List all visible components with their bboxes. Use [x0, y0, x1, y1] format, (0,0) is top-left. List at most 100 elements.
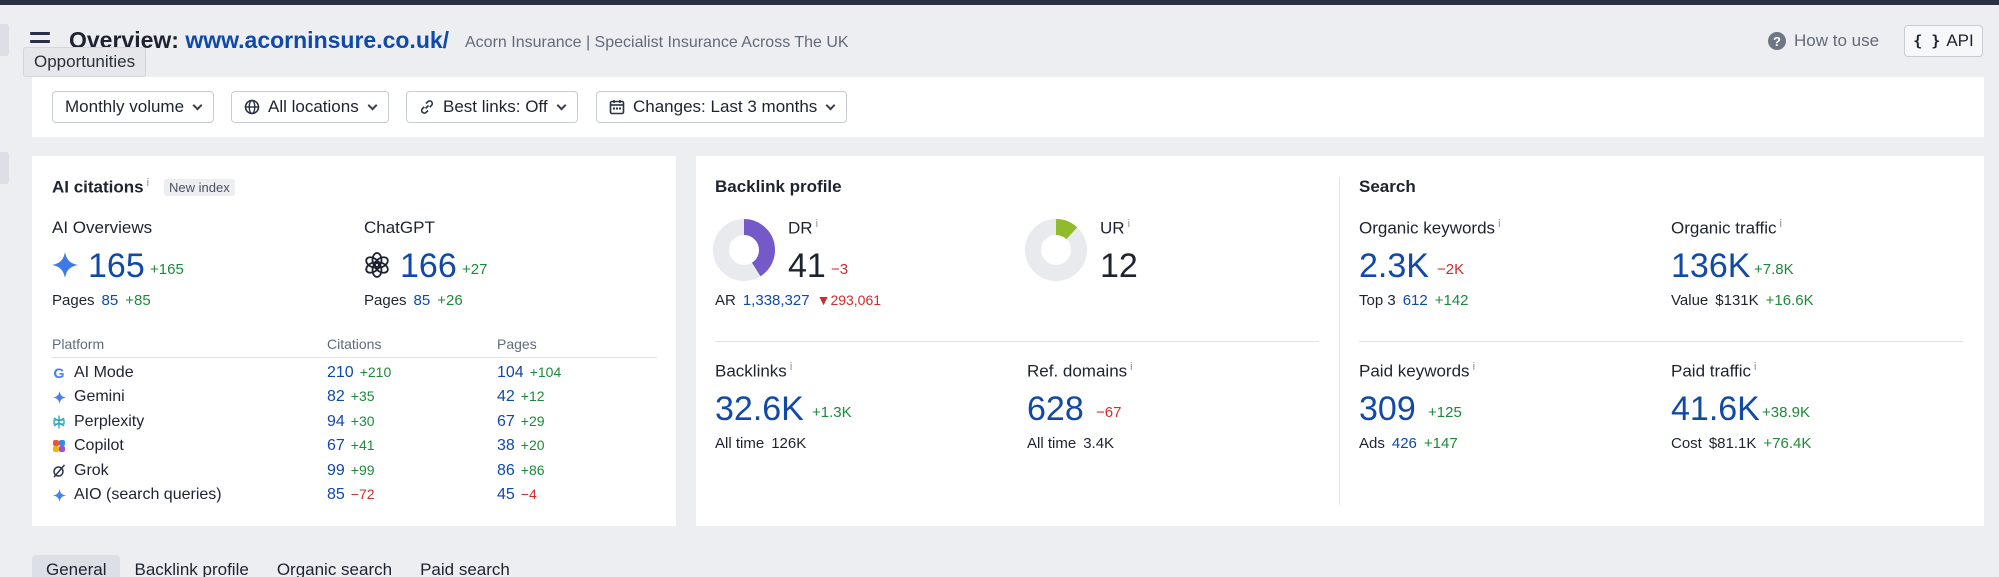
citations-value[interactable]: 99 — [327, 461, 345, 479]
platform-name-cell[interactable]: AIO (search queries) — [52, 486, 222, 504]
pages-value[interactable]: 42 — [497, 388, 515, 406]
citations-cell: 82 +35 — [327, 388, 375, 406]
dr-label-text: DR — [788, 218, 813, 238]
left-panel-handle[interactable] — [0, 24, 9, 56]
info-icon[interactable]: i — [1130, 361, 1133, 373]
pages-delta: +12 — [520, 388, 545, 405]
info-icon[interactable]: i — [815, 218, 819, 230]
page-title: Overview: www.acorninsure.co.uk/ — [69, 27, 449, 54]
target-url-link[interactable]: www.acorninsure.co.uk/ — [185, 27, 450, 53]
paid-keywords-label-text: Paid keywords — [1359, 361, 1470, 381]
citations-value[interactable]: 67 — [327, 437, 345, 455]
platform-name-cell[interactable]: Grok — [52, 462, 109, 480]
page-subtitle: Acorn Insurance | Specialist Insurance A… — [465, 34, 849, 51]
platform-name-cell[interactable]: G AI Mode — [52, 364, 134, 382]
ai-overviews-label: AI Overviews — [52, 218, 153, 237]
braces-icon: { } — [1913, 32, 1941, 50]
info-icon[interactable]: i — [1754, 361, 1757, 373]
filter-label: Monthly volume — [65, 97, 185, 116]
all-time-value: 126K — [771, 435, 807, 452]
how-to-use-label: How to use — [1794, 31, 1880, 50]
citations-value[interactable]: 82 — [327, 388, 345, 406]
platform-name-cell[interactable]: Gemini — [52, 388, 125, 406]
chatgpt-label: ChatGPT — [364, 218, 435, 237]
platform-name-cell[interactable]: Copilot — [52, 437, 124, 455]
info-icon[interactable]: i — [146, 177, 150, 189]
organic-traffic-value[interactable]: 136K — [1671, 247, 1751, 285]
citations-cell: 67 +41 — [327, 437, 375, 455]
ads-label: Ads — [1359, 435, 1385, 452]
platform-name: AI Mode — [74, 364, 134, 381]
ref-domains-label: Ref. domains i — [1027, 361, 1133, 382]
section-tabs: General Backlink profile Organic search … — [32, 555, 524, 577]
organic-traffic-label: Organic traffic i — [1671, 218, 1782, 239]
ads-value[interactable]: 426 — [1391, 435, 1417, 452]
citations-value[interactable]: 85 — [327, 486, 345, 503]
ar-value[interactable]: 1,338,327 — [742, 292, 810, 309]
pages-value[interactable]: 85 — [413, 292, 431, 309]
new-index-badge: New index — [164, 179, 235, 196]
tab-paid-search[interactable]: Paid search — [420, 560, 510, 577]
ur-value: 12 — [1100, 247, 1138, 285]
monthly-volume-dropdown[interactable]: Monthly volume — [52, 91, 215, 123]
divider — [1359, 341, 1963, 342]
locations-dropdown[interactable]: All locations — [231, 91, 389, 123]
backlink-profile-title: Backlink profile — [715, 177, 842, 196]
value-delta: +16.6K — [1765, 292, 1814, 309]
ref-domains-value[interactable]: 628 — [1027, 390, 1084, 428]
pages-value[interactable]: 67 — [497, 412, 515, 430]
all-time-label: All time — [715, 435, 765, 452]
pages-column-header: Pages — [497, 336, 537, 352]
backlinks-delta: +1.3K — [812, 404, 852, 421]
tab-organic-search[interactable]: Organic search — [276, 560, 393, 577]
info-icon[interactable]: i — [1498, 218, 1501, 230]
organic-keywords-value[interactable]: 2.3K — [1359, 247, 1429, 285]
citations-cell: 94 +30 — [327, 413, 375, 431]
pages-value[interactable]: 38 — [497, 437, 515, 455]
info-icon[interactable]: i — [789, 361, 793, 373]
paid-keywords-value[interactable]: 309 — [1359, 390, 1416, 428]
google-icon: G — [53, 365, 65, 381]
info-icon[interactable]: i — [1472, 361, 1476, 373]
chevron-down-icon — [825, 100, 836, 110]
best-links-dropdown[interactable]: Best links: Off — [406, 91, 578, 123]
tab-general[interactable]: General — [32, 555, 121, 577]
citations-value[interactable]: 94 — [327, 412, 345, 430]
top3-value[interactable]: 612 — [1402, 292, 1428, 309]
top3-delta: +142 — [1434, 292, 1469, 309]
cost-delta: +76.4K — [1763, 435, 1812, 452]
pages-cell: 42 +12 — [497, 388, 545, 406]
api-button[interactable]: { } API — [1904, 25, 1983, 57]
pages-delta: −4 — [520, 486, 537, 502]
tooltip: Opportunities — [23, 47, 147, 77]
backlinks-value[interactable]: 32.6K — [715, 390, 804, 428]
section-divider — [1339, 177, 1340, 505]
how-to-use-link[interactable]: ? How to use — [1768, 31, 1879, 51]
question-icon: ? — [1768, 32, 1786, 50]
info-icon[interactable]: i — [1779, 218, 1782, 230]
paid-traffic-label: Paid traffic i — [1671, 361, 1756, 382]
divider — [715, 341, 1319, 342]
left-panel-handle[interactable] — [0, 152, 9, 184]
tab-backlink-profile[interactable]: Backlink profile — [134, 560, 249, 577]
paid-traffic-value[interactable]: 41.6K — [1671, 390, 1760, 428]
pages-value[interactable]: 85 — [101, 292, 119, 309]
citations-value[interactable]: 210 — [327, 364, 354, 381]
organic-keywords-delta: −2K — [1437, 261, 1465, 278]
ai-citations-title-text: AI citations — [52, 177, 144, 197]
filter-label: Changes: Last 3 months — [633, 97, 818, 116]
pages-value[interactable]: 104 — [497, 364, 524, 381]
info-icon[interactable]: i — [1127, 218, 1131, 230]
pages-cell: 45 −4 — [497, 486, 537, 504]
pages-value[interactable]: 86 — [497, 461, 515, 479]
paid-keywords-label: Paid keywords i — [1359, 361, 1475, 382]
chevron-down-icon — [192, 100, 203, 110]
platform-name: AIO (search queries) — [74, 486, 222, 503]
chatgpt-value[interactable]: 166 — [400, 247, 457, 285]
platform-name-cell[interactable]: Perplexity — [52, 413, 144, 431]
cost-value: $81.1K — [1708, 435, 1757, 452]
changes-period-dropdown[interactable]: Changes: Last 3 months — [596, 91, 848, 123]
ai-overviews-value[interactable]: 165 — [88, 247, 145, 285]
pages-value[interactable]: 45 — [497, 486, 515, 503]
platform-name: Perplexity — [74, 412, 145, 430]
